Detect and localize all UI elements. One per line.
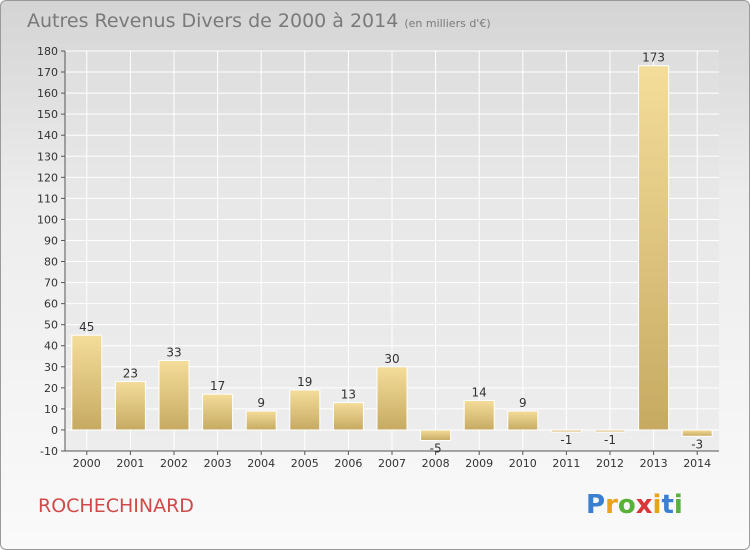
x-tick-label: 2006: [334, 457, 362, 470]
x-tick-label: 2000: [73, 457, 101, 470]
bar: [550, 429, 582, 433]
x-tick-label: 2001: [116, 457, 144, 470]
data-label: 17: [210, 379, 225, 393]
x-tick-label: 2009: [465, 457, 493, 470]
y-tick-label: -10: [40, 445, 58, 458]
y-tick-label: 150: [37, 108, 58, 121]
x-tick-label: 2004: [247, 457, 275, 470]
x-tick-label: 2003: [204, 457, 232, 470]
data-label: 30: [384, 352, 399, 366]
y-tick-label: 140: [37, 129, 58, 142]
data-label: -3: [691, 437, 703, 451]
x-tick-label: 2007: [378, 457, 406, 470]
logo-letter: r: [605, 490, 618, 520]
chart-title-row: Autres Revenus Divers de 2000 à 2014 (en …: [27, 10, 491, 32]
y-tick-label: 180: [37, 45, 58, 58]
bar: [332, 402, 364, 431]
bar: [638, 65, 670, 431]
y-tick-label: 50: [44, 319, 58, 332]
logo-letter: i: [673, 490, 683, 520]
data-label: 45: [79, 320, 94, 334]
logo-letter: x: [635, 490, 653, 520]
bar: [245, 410, 277, 431]
data-label: 13: [341, 388, 356, 402]
y-tick-label: 30: [44, 361, 58, 374]
x-tick-label: 2012: [596, 457, 624, 470]
bar: [376, 366, 408, 431]
bar: [420, 429, 452, 441]
bar: [463, 399, 495, 431]
bar: [507, 410, 539, 431]
bar: [71, 334, 103, 431]
x-tick-label: 2010: [509, 457, 537, 470]
bar: [289, 389, 321, 431]
bar: [158, 359, 190, 431]
bar: [114, 381, 146, 431]
proxiti-logo: Proxiti: [586, 490, 683, 520]
bar: [202, 393, 234, 431]
y-tick-label: 60: [44, 298, 58, 311]
data-label: 173: [642, 51, 665, 65]
y-tick-label: 40: [44, 340, 58, 353]
x-tick-label: 2005: [291, 457, 319, 470]
y-tick-label: 10: [44, 403, 58, 416]
data-label: 14: [472, 385, 487, 399]
logo-letter: P: [586, 490, 606, 520]
y-tick-label: 0: [51, 424, 58, 437]
y-tick-label: 110: [37, 192, 58, 205]
data-label: -5: [430, 441, 442, 455]
logo-letter: o: [617, 490, 636, 520]
data-label: -1: [604, 433, 616, 447]
y-tick-label: 170: [37, 66, 58, 79]
y-tick-label: 20: [44, 382, 58, 395]
logo-letter: i: [652, 490, 662, 520]
x-tick-label: 2014: [683, 457, 711, 470]
y-tick-label: 120: [37, 171, 58, 184]
bar: [594, 429, 626, 433]
data-label: 9: [257, 396, 265, 410]
y-tick-label: 130: [37, 150, 58, 163]
commune-name: ROCHECHINARD: [38, 495, 194, 517]
y-tick-label: 90: [44, 234, 58, 247]
y-tick-label: 100: [37, 213, 58, 226]
data-label: 9: [519, 396, 527, 410]
x-tick-label: 2008: [422, 457, 450, 470]
chart-title: Autres Revenus Divers de 2000 à 2014: [27, 10, 399, 32]
y-tick-label: 70: [44, 277, 58, 290]
data-label: 19: [297, 375, 312, 389]
y-tick-label: 160: [37, 87, 58, 100]
data-label: 33: [166, 345, 181, 359]
x-tick-label: 2011: [552, 457, 580, 470]
data-label: -1: [560, 433, 572, 447]
chart-unit: (en milliers d'€): [404, 17, 491, 30]
logo-letter: t: [661, 490, 674, 520]
x-tick-label: 2002: [160, 457, 188, 470]
bar: [681, 429, 713, 437]
data-label: 23: [123, 367, 138, 381]
x-tick-label: 2013: [640, 457, 668, 470]
y-tick-label: 80: [44, 256, 58, 269]
